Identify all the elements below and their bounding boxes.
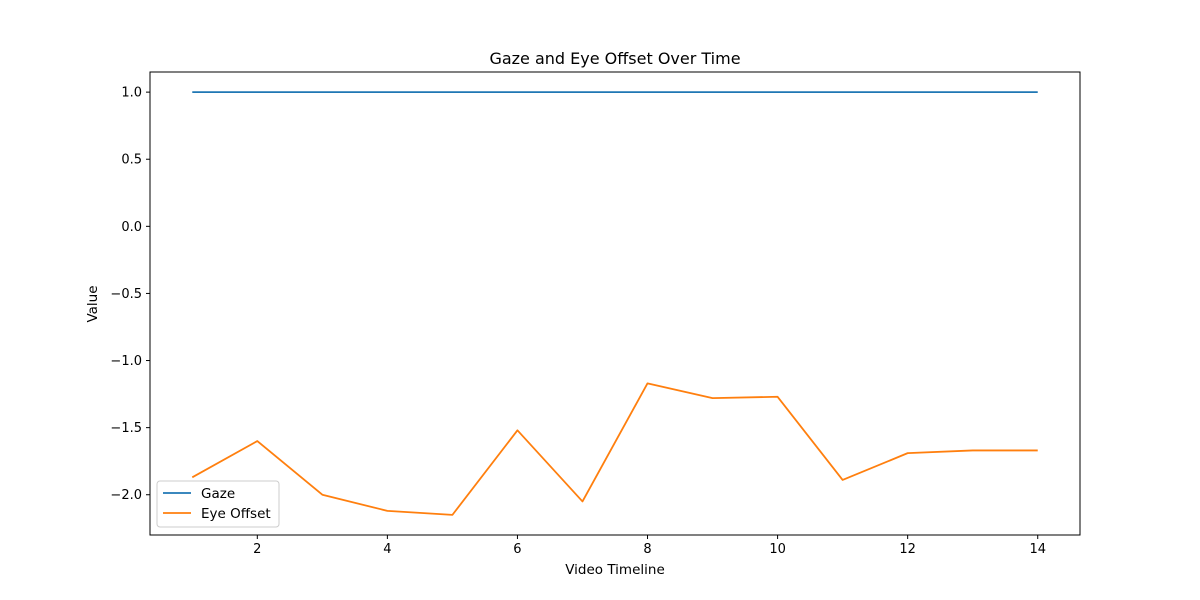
- x-tick-label: 2: [253, 542, 261, 557]
- x-tick-label: 14: [1029, 542, 1046, 557]
- x-tick-label: 4: [383, 542, 391, 557]
- y-tick-label: 1.0: [121, 86, 142, 101]
- y-tick-label: −1.5: [110, 421, 142, 436]
- x-axis-label: Video Timeline: [565, 562, 665, 578]
- x-tick-label: 8: [643, 542, 651, 557]
- legend: Gaze Eye Offset: [156, 480, 280, 528]
- series-line-eye-offset: [191, 382, 1038, 516]
- x-tick-label: 12: [899, 542, 916, 557]
- y-axis-label: Value: [85, 285, 101, 322]
- y-tick-label: −1.0: [110, 354, 142, 369]
- x-tick-label: 10: [769, 542, 786, 557]
- axis-ticks: 2 4 6 8 10 12 14 1.0 0.5 0.0 −0.5 −1.0 −1.5 −2.0: [110, 86, 1046, 557]
- y-tick-label: −0.5: [110, 287, 142, 302]
- x-tick-label: 6: [513, 542, 521, 557]
- y-tick-label: 0.0: [121, 220, 142, 235]
- y-tick-label: −2.0: [110, 488, 142, 503]
- plot-frame: [149, 71, 1081, 536]
- legend-label-eye-offset: Eye Offset: [201, 506, 271, 522]
- y-tick-label: 0.5: [121, 153, 142, 168]
- chart-title: Gaze and Eye Offset Over Time: [489, 49, 740, 68]
- legend-label-gaze: Gaze: [201, 486, 235, 502]
- plot-area: [191, 91, 1038, 516]
